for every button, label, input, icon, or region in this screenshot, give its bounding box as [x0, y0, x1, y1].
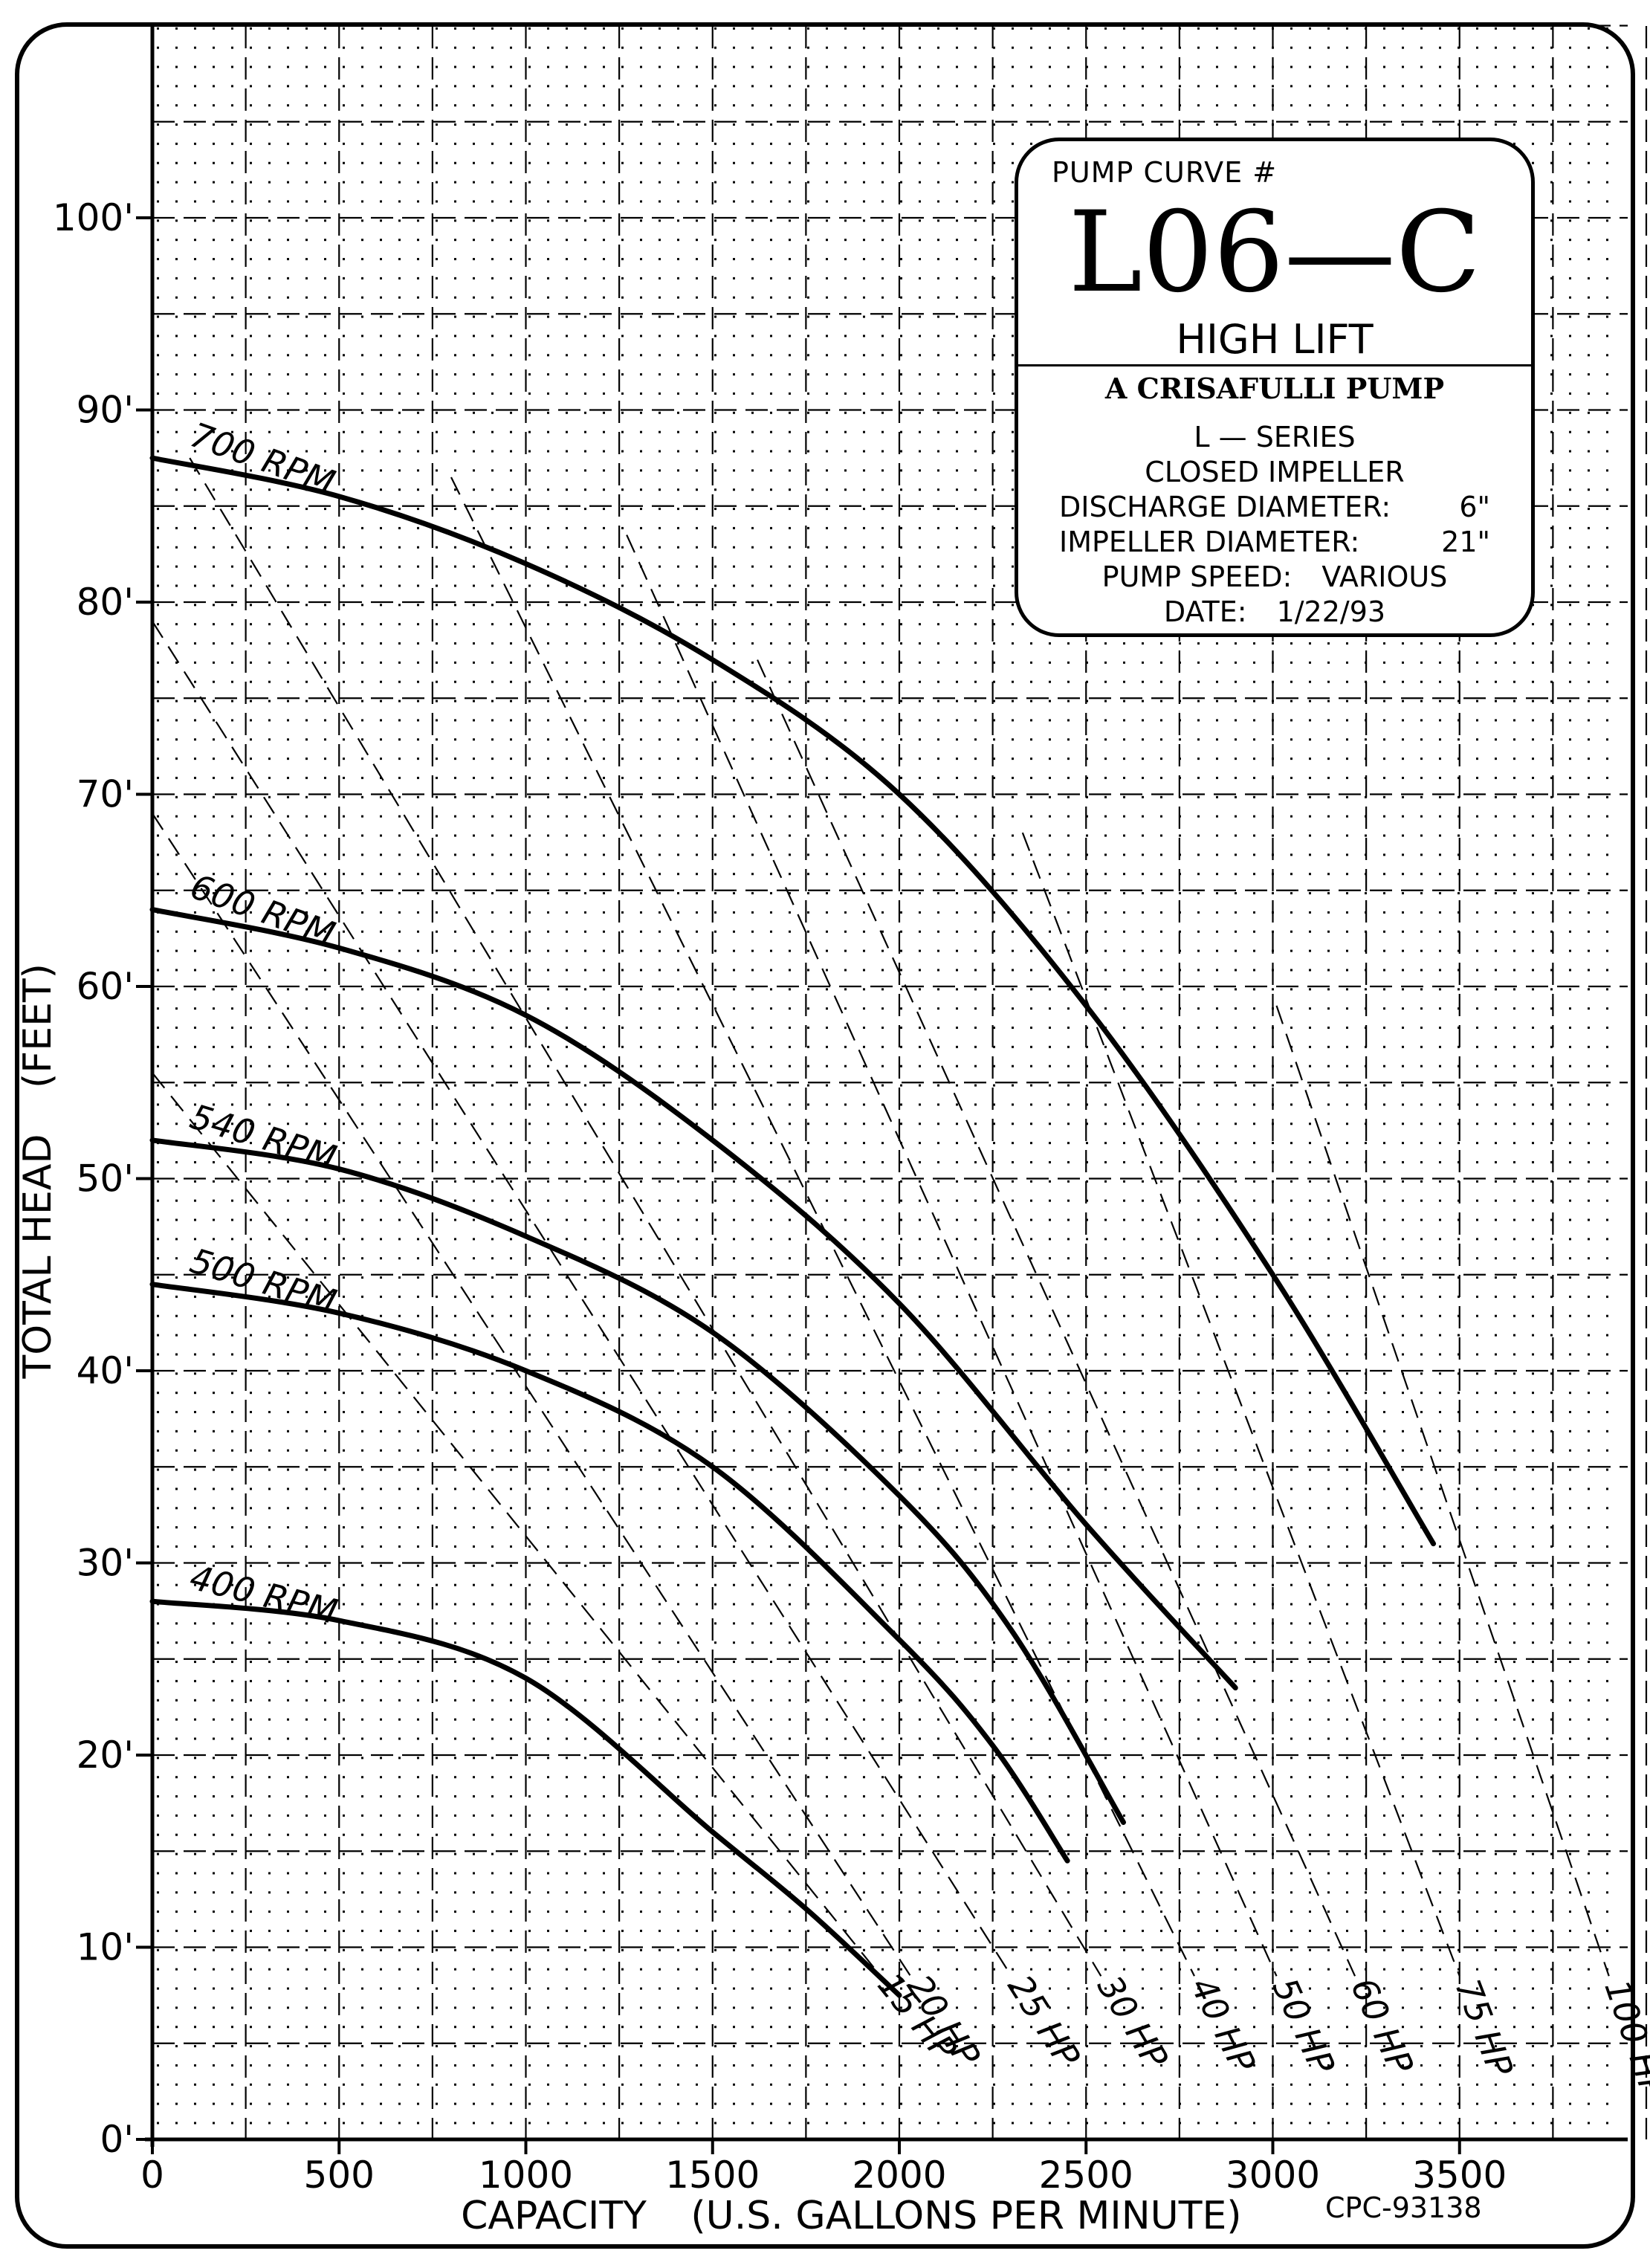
x-tick-label: 2500 [1039, 2154, 1133, 2197]
discharge-value: 6" [1459, 491, 1490, 523]
y-tick-label: 60' [77, 965, 134, 1008]
x-tick-label: 2000 [852, 2154, 946, 2197]
document-code: CPC-93138 [1325, 2191, 1482, 2224]
y-tick-label: 30' [77, 1542, 134, 1585]
hp-line [1021, 832, 1460, 1977]
y-tick-label: 100' [53, 196, 134, 239]
x-tick-label: 1500 [665, 2154, 760, 2197]
impeller-value: 21" [1441, 526, 1490, 558]
y-tick-label: 70' [77, 773, 134, 816]
rpm-curve [149, 1137, 1126, 1825]
date-value: 1/22/93 [1276, 595, 1386, 628]
rpm-curve [149, 907, 1238, 1691]
impeller-row: IMPELLER DIAMETER: 21" [1059, 525, 1490, 560]
title-block: PUMP CURVE # L06—C HIGH LIFT A CRISAFULL… [1015, 138, 1535, 637]
hp-line [152, 1072, 881, 1977]
x-axis-title: CAPACITY [461, 2194, 647, 2238]
horsepower-lines [152, 457, 1610, 1977]
series-name: L — SERIES [1194, 421, 1356, 453]
x-tick-label: 3000 [1226, 2154, 1320, 2197]
pump-subtitle: HIGH LIFT [1176, 316, 1374, 363]
impeller-label: IMPELLER DIAMETER: [1059, 526, 1360, 558]
axes [136, 26, 1628, 2154]
date-row: DATE: 1/22/93 [1059, 595, 1490, 630]
title-divider [1018, 364, 1531, 366]
x-axis-unit: (U.S. GALLONS PER MINUTE) [690, 2194, 1241, 2238]
rpm-curve [149, 1282, 1070, 1864]
y-tick-label: 80' [77, 581, 134, 624]
y-tick-label: 40' [77, 1349, 134, 1392]
x-tick-label: 0 [140, 2154, 164, 2197]
pump-curve-prefix: PUMP CURVE # [1052, 156, 1278, 189]
discharge-row: DISCHARGE DIAMETER: 6" [1059, 490, 1490, 525]
spec-list: L — SERIES CLOSED IMPELLER DISCHARGE DIA… [1059, 420, 1490, 630]
hp-line [626, 534, 1278, 1977]
y-axis-title: TOTAL HEAD [16, 1134, 60, 1379]
x-tick-label: 1000 [479, 2154, 573, 2197]
y-tick-label: 20' [77, 1734, 134, 1777]
hp-line [1275, 1005, 1610, 1977]
hp-line [450, 476, 1195, 1977]
hp-line [189, 457, 1102, 1977]
y-tick-label: 90' [77, 389, 134, 432]
date-label: DATE: [1163, 595, 1247, 628]
rpm-curve [149, 455, 1437, 1547]
hp-line [152, 812, 911, 1977]
x-tick-label: 500 [304, 2154, 375, 2197]
manufacturer: A CRISAFULLI PUMP [1104, 372, 1445, 405]
speed-row: PUMP SPEED: VARIOUS [1059, 560, 1490, 595]
y-tick-label: 10' [77, 1926, 134, 1969]
rpm-curves [149, 455, 1437, 1998]
speed-label: PUMP SPEED: [1101, 560, 1292, 593]
pump-curve-id: L06—C [1068, 188, 1481, 317]
impeller-type: CLOSED IMPELLER [1145, 456, 1405, 488]
rpm-curve [149, 1598, 902, 1998]
speed-value: VARIOUS [1321, 560, 1448, 593]
y-tick-label: 50' [77, 1157, 134, 1201]
y-axis-unit: (FEET) [16, 963, 60, 1088]
discharge-label: DISCHARGE DIAMETER: [1059, 491, 1391, 523]
x-tick-label: 3500 [1412, 2154, 1507, 2197]
y-tick-label: 0' [100, 2118, 134, 2161]
hp-line [757, 659, 1356, 1977]
